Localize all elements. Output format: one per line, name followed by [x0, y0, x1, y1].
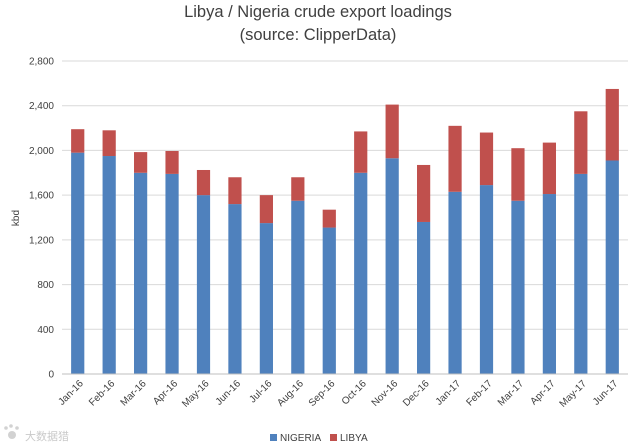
watermark-text: 大数据猎: [25, 429, 69, 443]
bar-nigeria-feb-16: [102, 156, 116, 374]
bar-nigeria-sep-16: [322, 227, 336, 374]
x-tick-label: Mar-17: [496, 378, 526, 408]
bar-libya-dec-16: [417, 164, 431, 222]
bars: [71, 88, 619, 374]
bar-nigeria-aug-16: [291, 200, 305, 374]
x-tick-label: Aug-16: [275, 378, 306, 409]
bar-nigeria-may-17: [574, 173, 588, 374]
x-tick-label: Apr-17: [529, 378, 558, 407]
bar-libya-mar-16: [134, 152, 148, 173]
x-tick-label: Nov-16: [370, 378, 401, 409]
x-tick-label: Jan-17: [434, 378, 464, 408]
chart-title: Libya / Nigeria crude export loadings: [184, 3, 452, 21]
x-tick-label: Jun-16: [214, 378, 244, 408]
bar-libya-aug-16: [291, 177, 305, 201]
x-tick-label: Mar-16: [119, 378, 149, 408]
bar-libya-sep-16: [322, 209, 336, 228]
bar-nigeria-jan-17: [448, 191, 462, 374]
legend: NIGERIA LIBYA: [270, 433, 368, 444]
bar-libya-jun-17: [605, 88, 619, 161]
bar-libya-jul-16: [259, 195, 273, 224]
chart-subtitle: (source: ClipperData): [240, 26, 397, 44]
watermark: 大数据猎: [4, 424, 69, 443]
x-tick-label: May-16: [180, 378, 212, 410]
y-tick-label: 800: [37, 280, 54, 291]
x-tick-label: Dec-16: [401, 378, 432, 409]
y-tick-label: 2,400: [29, 101, 54, 112]
bar-nigeria-jun-16: [228, 204, 242, 374]
bar-libya-mar-17: [511, 148, 525, 201]
bar-nigeria-jan-16: [71, 152, 85, 374]
legend-swatch-libya: [330, 434, 337, 441]
y-tick-label: 400: [37, 325, 54, 336]
x-axis-ticks: Jan-16 Feb-16 Mar-16 Apr-16 May-16 Jun-16 Jul-…: [56, 378, 620, 410]
x-tick-label: Sep-16: [307, 378, 338, 409]
y-tick-label: 1,600: [29, 191, 54, 202]
x-tick-label: Apr-16: [151, 378, 180, 407]
x-tick-label: Jan-16: [56, 378, 86, 408]
bar-libya-jan-16: [71, 129, 85, 153]
gridlines: [62, 60, 628, 330]
x-tick-label: Feb-16: [87, 378, 117, 408]
bar-libya-apr-17: [542, 142, 556, 195]
y-axis-ticks: 0 400 800 1,200 1,600 2,000 2,400 2,800: [29, 57, 54, 381]
bar-nigeria-apr-17: [542, 194, 556, 374]
legend-label-libya: LIBYA: [340, 433, 368, 444]
bar-nigeria-mar-17: [511, 200, 525, 374]
bar-nigeria-apr-16: [165, 173, 179, 374]
bar-libya-oct-16: [354, 131, 368, 173]
x-tick-label: May-17: [558, 378, 590, 410]
bar-nigeria-jul-16: [259, 223, 273, 374]
x-tick-label: Feb-17: [464, 378, 494, 408]
y-tick-label: 1,200: [29, 235, 54, 246]
bar-libya-jun-16: [228, 177, 242, 205]
x-tick-label: Jul-16: [247, 378, 274, 405]
bar-nigeria-mar-16: [134, 172, 148, 374]
legend-label-nigeria: NIGERIA: [280, 433, 321, 444]
bar-libya-jan-17: [448, 125, 462, 192]
bar-libya-feb-16: [102, 130, 116, 157]
bar-libya-feb-17: [479, 132, 494, 186]
y-tick-label: 2,000: [29, 146, 54, 157]
bar-nigeria-dec-16: [417, 221, 431, 374]
bar-nigeria-feb-17: [479, 185, 494, 374]
legend-swatch-nigeria: [270, 434, 277, 441]
bar-nigeria-oct-16: [354, 172, 368, 374]
bar-nigeria-jun-17: [605, 160, 619, 374]
x-tick-label: Oct-16: [340, 378, 369, 407]
bar-libya-may-17: [574, 111, 588, 174]
paw-logo-icon: [4, 424, 19, 439]
bar-nigeria-nov-16: [385, 158, 399, 374]
y-axis-title: kbd: [11, 210, 22, 226]
bar-nigeria-may-16: [196, 195, 211, 374]
bar-libya-apr-16: [165, 150, 179, 174]
y-tick-label: 2,800: [29, 57, 54, 68]
y-tick-label: 0: [48, 370, 54, 381]
bar-libya-may-16: [196, 169, 211, 196]
x-tick-label: Jun-17: [591, 378, 621, 408]
bar-libya-nov-16: [385, 104, 399, 159]
